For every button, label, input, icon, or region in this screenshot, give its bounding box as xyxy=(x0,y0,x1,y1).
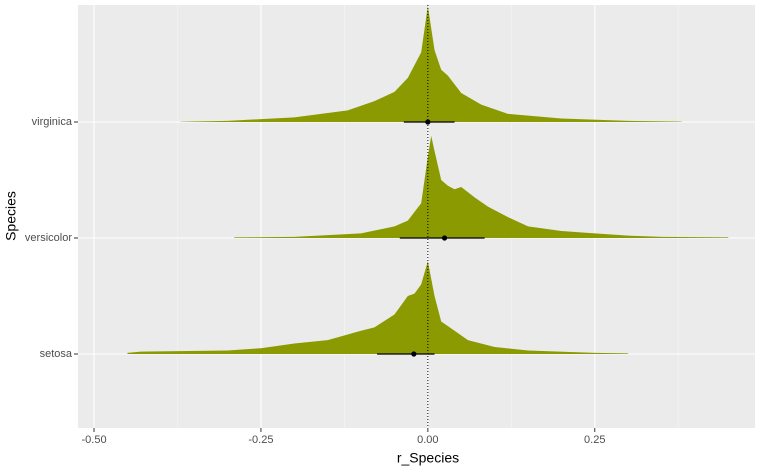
density xyxy=(234,135,729,238)
x-tick-label: 0.25 xyxy=(584,434,605,446)
y-axis-title: Species xyxy=(3,191,19,241)
x-tick-label: 0.00 xyxy=(417,434,438,446)
y-tick-label: versicolor xyxy=(25,232,72,244)
point xyxy=(425,119,431,125)
y-tick-label: setosa xyxy=(40,348,73,360)
x-axis-title: r_Species xyxy=(397,450,459,466)
x-tick-label: -0.50 xyxy=(81,434,106,446)
x-tick-label: -0.25 xyxy=(248,434,273,446)
density xyxy=(127,261,629,354)
point xyxy=(441,235,448,241)
y-tick-label: virginica xyxy=(32,116,73,128)
density xyxy=(180,6,682,122)
point xyxy=(411,351,417,357)
